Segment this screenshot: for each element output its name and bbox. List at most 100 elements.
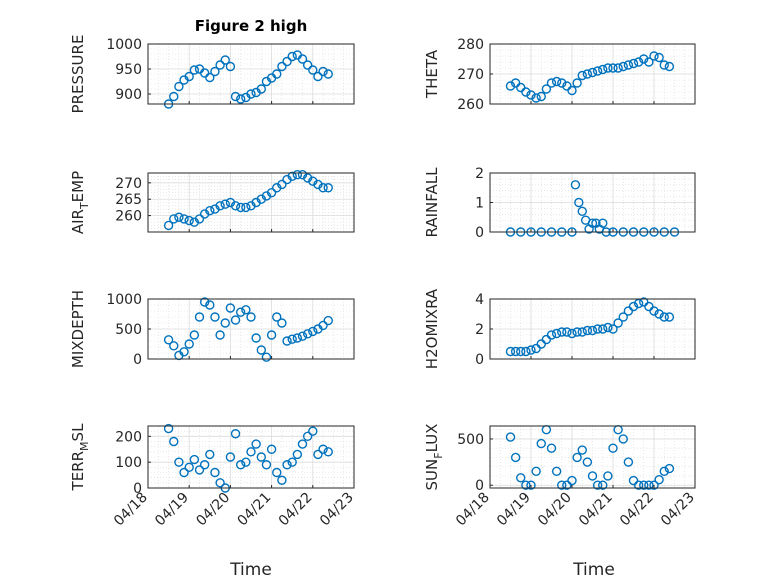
data-point: [230, 429, 241, 439]
x-tick-label: 04/21: [576, 490, 616, 530]
x-axis-label-right: Time: [572, 560, 615, 580]
data-point: [644, 480, 654, 490]
data-point: [205, 300, 215, 310]
data-point: [603, 63, 613, 73]
data-point: [308, 326, 318, 337]
data-point: [241, 457, 251, 467]
data-point: [510, 346, 521, 357]
data-point: [256, 345, 266, 355]
data-point: [598, 324, 608, 334]
data-point: [526, 345, 536, 355]
data-point: [323, 69, 333, 79]
data-point: [526, 480, 536, 490]
x-tick-label: 04/18: [453, 490, 493, 530]
data-point: [194, 312, 205, 322]
data-point: [246, 89, 256, 99]
data-point: [210, 312, 220, 322]
y-tick-label: 265: [115, 192, 142, 208]
data-point: [302, 329, 313, 339]
data-point: [189, 330, 200, 340]
data-point: [664, 463, 675, 474]
data-point: [649, 306, 659, 316]
data-point: [235, 307, 246, 317]
data-point: [608, 63, 618, 73]
data-point: [608, 443, 618, 453]
y-axis-label: H2OMIXRA: [423, 288, 441, 369]
axes-box: [147, 425, 355, 489]
data-point: [592, 480, 603, 490]
data-point: [567, 328, 577, 339]
y-tick-label: 0: [133, 352, 142, 368]
data-point: [618, 312, 628, 322]
data-point: [184, 215, 194, 226]
y-tick-label: 2: [475, 322, 484, 338]
y-axis-label: TERRMSL: [69, 423, 91, 492]
data-point: [282, 336, 292, 346]
data-point: [235, 460, 246, 470]
y-tick-label: 0: [475, 352, 484, 368]
x-tick-label: 04/23: [658, 490, 698, 530]
data-point: [210, 467, 220, 478]
data-point: [659, 312, 669, 322]
data-point: [266, 444, 277, 454]
data-point: [577, 70, 587, 81]
data-point: [541, 84, 552, 94]
data-point: [318, 444, 328, 454]
data-point: [174, 457, 184, 467]
data-point: [572, 327, 582, 337]
data-point: [654, 474, 664, 485]
y-tick-label: 260: [457, 97, 484, 113]
y-tick-label: 200: [115, 429, 142, 445]
data-point: [313, 71, 323, 82]
data-point: [174, 81, 184, 92]
data-point: [531, 93, 541, 103]
data-point: [272, 467, 282, 478]
data-point: [163, 423, 174, 434]
data-point: [505, 346, 516, 357]
y-tick-label: 1000: [106, 292, 142, 308]
panel-right-row-1: 260 270 280 THETA: [423, 37, 696, 113]
y-tick-label: 100: [115, 455, 142, 471]
data-point: [302, 60, 313, 70]
data-point: [623, 457, 634, 467]
data-point: [174, 212, 184, 222]
data-point: [282, 460, 292, 470]
data-point: [230, 91, 241, 102]
x-tick-label: 04/19: [494, 490, 534, 530]
data-point: [184, 71, 194, 82]
data-point: [169, 91, 179, 102]
data-point: [546, 330, 557, 340]
data-point: [256, 452, 266, 462]
data-point: [323, 447, 333, 457]
data-point: [562, 480, 572, 490]
y-tick-label: 0: [133, 481, 142, 497]
data-point: [664, 312, 675, 322]
data-point: [516, 473, 526, 483]
data-point: [189, 65, 200, 75]
data-point: [516, 346, 526, 357]
data-point: [251, 333, 261, 343]
x-tick-label: 04/20: [535, 490, 575, 530]
data-point: [546, 78, 557, 88]
data-point: [577, 327, 587, 337]
data-point: [521, 87, 531, 97]
x-tick-label: 04/23: [317, 490, 357, 530]
data-point: [277, 179, 287, 190]
data-point: [633, 480, 644, 490]
data-point: [536, 438, 546, 449]
data-point: [526, 90, 536, 100]
data-point: [282, 56, 292, 67]
data-point: [277, 61, 287, 72]
data-point: [179, 467, 189, 478]
data-point: [654, 52, 664, 63]
data-point: [536, 91, 546, 102]
data-point: [246, 447, 256, 457]
data-point: [510, 452, 521, 463]
data-point: [230, 315, 241, 325]
data-point: [603, 322, 613, 333]
y-tick-label: 1000: [106, 37, 142, 53]
figure-title: Figure 2 high: [195, 17, 308, 35]
y-tick-label: 0: [475, 225, 484, 241]
y-tick-label: 280: [457, 37, 484, 53]
